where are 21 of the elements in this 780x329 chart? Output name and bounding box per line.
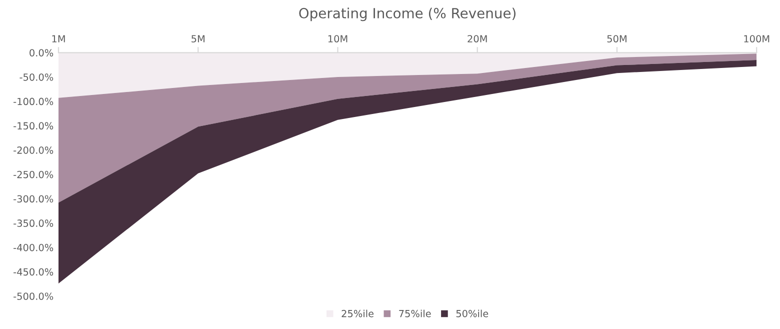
chart-title: Operating Income (% Revenue) bbox=[299, 8, 516, 22]
y-tick-label: -250.0% bbox=[14, 170, 54, 178]
y-tick-label: -50.0% bbox=[20, 73, 54, 81]
x-tick-label: 10M bbox=[328, 35, 348, 42]
x-tick-label: 20M bbox=[468, 35, 487, 42]
legend-label: 25%ile bbox=[342, 310, 374, 318]
legend-label: 75%ile bbox=[399, 310, 431, 318]
y-tick-label: -100.0% bbox=[14, 98, 54, 106]
x-tick-label: 1M bbox=[52, 35, 65, 42]
y-tick-label: -150.0% bbox=[14, 122, 54, 130]
legend-label: 50%ile bbox=[456, 310, 488, 318]
y-tick-label: -400.0% bbox=[14, 244, 54, 252]
y-tick-label: 0.0% bbox=[30, 49, 54, 56]
y-tick-label: -200.0% bbox=[14, 146, 54, 154]
y-tick-label: -300.0% bbox=[14, 195, 54, 203]
x-tick-label: 50M bbox=[607, 35, 626, 42]
x-tick-label: 5M bbox=[192, 35, 204, 42]
y-tick-label: -450.0% bbox=[14, 268, 54, 276]
x-tick-label: 100M bbox=[744, 35, 770, 42]
y-tick-label: -350.0% bbox=[14, 220, 54, 227]
y-tick-label: -500.0% bbox=[14, 292, 54, 300]
